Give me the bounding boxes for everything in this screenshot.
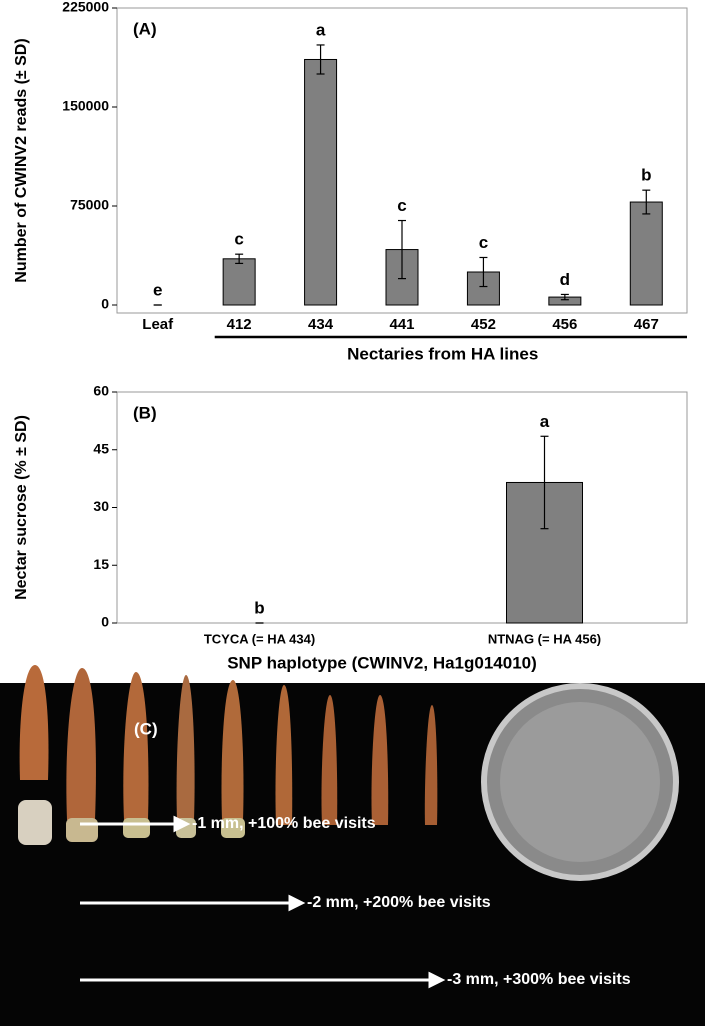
significance-letter: a — [540, 412, 550, 431]
x-tick-label: 456 — [552, 316, 577, 333]
bar — [629, 201, 663, 306]
significance-letter: c — [397, 196, 406, 215]
x-tick-label: 467 — [634, 316, 659, 333]
annotation: -1 mm, +100% bee visits — [192, 815, 376, 832]
x-axis-label: SNP haplotype (CWINV2, Ha1g014010) — [227, 653, 537, 672]
x-tick-label: NTNAG (= HA 456) — [488, 631, 601, 646]
y-tick-label: 30 — [93, 498, 109, 514]
plot-frame — [116, 7, 688, 314]
group-label: Nectaries from HA lines — [347, 344, 538, 363]
bar — [222, 258, 256, 306]
nectary — [424, 705, 438, 825]
arrow-head — [173, 815, 191, 833]
chart-title: (B) — [133, 403, 157, 422]
nectary-base — [18, 800, 52, 845]
significance-letter: e — [153, 280, 162, 299]
nectary — [19, 665, 49, 780]
y-tick-label: 150000 — [62, 98, 109, 114]
annotation: -2 mm, +200% bee visits — [307, 894, 491, 911]
nectary — [66, 668, 96, 820]
y-tick-label: 0 — [101, 614, 109, 630]
x-tick-label: 452 — [471, 316, 496, 333]
coin-face — [500, 702, 660, 862]
nectary — [321, 695, 338, 825]
significance-letter: d — [560, 270, 570, 289]
nectary-base — [123, 818, 150, 838]
annotation: -3 mm, +300% bee visits — [447, 971, 631, 988]
x-tick-label: 434 — [308, 316, 334, 333]
significance-letter: b — [254, 598, 264, 617]
y-tick-label: 15 — [93, 556, 109, 572]
x-tick-label: TCYCA (= HA 434) — [204, 631, 315, 646]
significance-letter: a — [316, 20, 326, 39]
nectary-base — [66, 818, 98, 842]
nectary — [176, 675, 195, 820]
y-tick-label: 75000 — [70, 197, 109, 213]
x-tick-label: Leaf — [142, 316, 174, 333]
nectary — [123, 672, 149, 820]
nectary-base — [221, 818, 245, 838]
nectaries — [18, 665, 438, 845]
plot-frame — [116, 391, 688, 624]
arrow-head — [288, 894, 306, 912]
y-tick-label: 45 — [93, 440, 109, 456]
significance-letter: c — [234, 230, 243, 249]
bar — [304, 58, 338, 306]
y-tick-label: 225000 — [62, 0, 109, 15]
arrows — [80, 815, 446, 989]
nectary — [275, 685, 293, 825]
x-tick-label: 441 — [389, 316, 414, 333]
significance-letter: b — [641, 166, 651, 185]
y-tick-label: 60 — [93, 383, 109, 399]
y-tick-label: 0 — [101, 296, 109, 312]
x-tick-label: 412 — [227, 316, 252, 333]
chart-title: (A) — [133, 19, 157, 38]
arrow-head — [428, 971, 446, 989]
panel-label: (C) — [134, 719, 158, 738]
nectary — [221, 680, 244, 820]
y-axis-label: Nectar sucrose (% ± SD) — [13, 415, 30, 600]
nectary — [371, 695, 389, 825]
y-axis-label: Number of CWINV2 reads (± SD) — [13, 38, 30, 282]
significance-letter: c — [479, 233, 488, 252]
